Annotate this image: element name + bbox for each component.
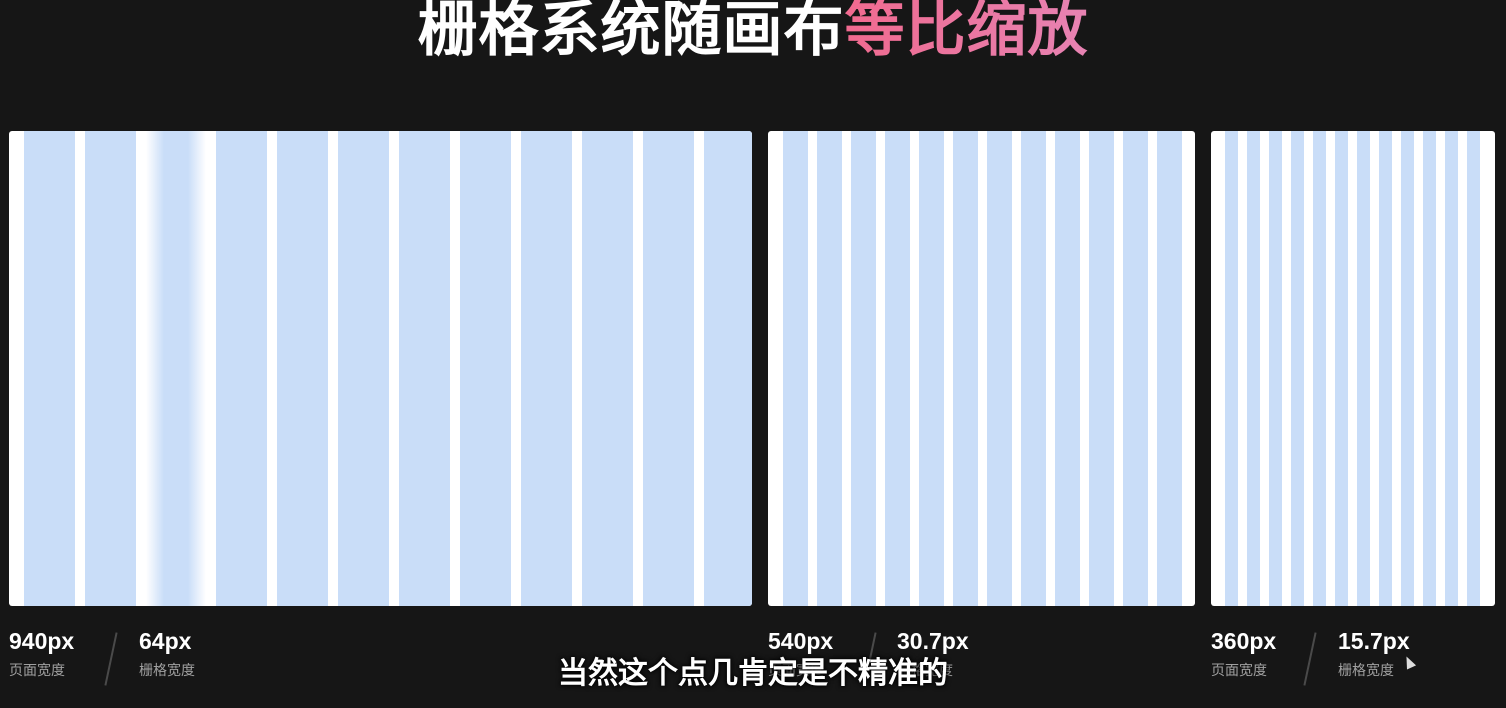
grid-column [460, 131, 511, 606]
column-width-label: 栅格宽度 [139, 663, 195, 679]
column-width-metric-15-7: 15.7px 栅格宽度 [1338, 626, 1410, 680]
grid-column [1401, 131, 1414, 606]
grid-column [1157, 131, 1182, 606]
page-width-value: 540px [768, 628, 834, 654]
slide-title: 栅格系统随画布等比缩放 [0, 0, 1506, 66]
grid-column [1123, 131, 1148, 606]
metric-divider [104, 632, 118, 686]
grid-column [851, 131, 876, 606]
grid-column [1467, 131, 1480, 606]
grid-column [85, 131, 136, 606]
page-width-value: 360px [1211, 628, 1277, 654]
grid-column [216, 131, 267, 606]
column-width-value: 30.7px [897, 628, 969, 654]
grid-column [919, 131, 944, 606]
column-width-value: 15.7px [1338, 628, 1410, 654]
grid-column [1445, 131, 1458, 606]
title-plain-text: 栅格系统随画布 [417, 0, 845, 65]
grid-column [704, 131, 752, 606]
page-width-label: 页面宽度 [9, 663, 65, 679]
page-width-label: 页面宽度 [768, 663, 824, 679]
grid-column [1247, 131, 1260, 606]
grid-column [521, 131, 572, 606]
page-width-metric-360: 360px 页面宽度 [1211, 626, 1276, 680]
grid-column [1269, 131, 1282, 606]
title-accent-text: 等比缩放 [845, 0, 1089, 65]
grid-column [277, 131, 328, 606]
grid-column [24, 131, 75, 606]
grid-column [1313, 131, 1326, 606]
grid-column [338, 131, 389, 606]
column-width-value: 64px [139, 628, 192, 654]
grid-column [1335, 131, 1348, 606]
grid-column [1357, 131, 1370, 606]
grid-column [885, 131, 910, 606]
page-width-metric-940: 940px 页面宽度 [9, 626, 74, 680]
grid-column [146, 131, 206, 606]
grid-column [1225, 131, 1238, 606]
grid-column [643, 131, 694, 606]
metric-divider [863, 632, 877, 686]
grid-column [987, 131, 1012, 606]
grid-column [1021, 131, 1046, 606]
page-width-value: 940px [9, 628, 75, 654]
page-width-metric-540: 540px 页面宽度 [768, 626, 833, 680]
column-width-metric-64: 64px 栅格宽度 [139, 626, 195, 680]
grid-column [817, 131, 842, 606]
grid-panel-940 [9, 131, 752, 606]
video-subtitle: 当然这个点几肯定是不精准的 [558, 656, 948, 691]
grid-columns [783, 131, 1182, 606]
grid-column [1089, 131, 1114, 606]
grid-column [1291, 131, 1304, 606]
grid-panel-360 [1211, 131, 1495, 606]
grid-column [1055, 131, 1080, 606]
grid-column [783, 131, 808, 606]
grid-column [399, 131, 450, 606]
grid-panel-540 [768, 131, 1195, 606]
grid-column [582, 131, 633, 606]
page-width-label: 页面宽度 [1211, 663, 1267, 679]
grid-column [953, 131, 978, 606]
metric-divider [1303, 632, 1317, 686]
grid-columns [1225, 131, 1481, 606]
column-width-label: 栅格宽度 [897, 663, 953, 679]
column-width-metric-30-7: 30.7px 栅格宽度 [897, 626, 969, 680]
grid-column [1423, 131, 1436, 606]
grid-column [1379, 131, 1392, 606]
grid-columns [24, 131, 752, 606]
column-width-label: 栅格宽度 [1338, 663, 1394, 679]
